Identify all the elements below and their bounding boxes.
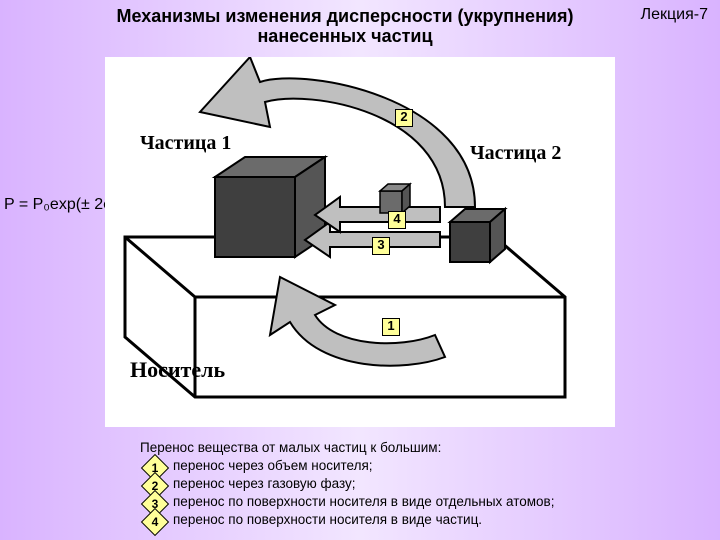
arrow-surface-particles: [315, 184, 440, 232]
callout-4: 4: [388, 211, 406, 229]
legend-item-3: перенос по поверхности носителя в виде о…: [173, 494, 554, 509]
legend-heading: Перенос вещества от малых частиц к больш…: [140, 440, 441, 455]
label-particle-1: Частица 1: [140, 132, 231, 155]
callout-2: 2: [395, 109, 413, 127]
callout-3: 3: [372, 237, 390, 255]
lecture-tag: Лекция-7: [641, 6, 708, 24]
legend-item-4: перенос по поверхности носителя в виде ч…: [173, 512, 482, 527]
slide-title: Механизмы изменения дисперсности (укрупн…: [95, 6, 595, 46]
label-carrier: Носитель: [130, 357, 225, 383]
legend-item-1: перенос через объем носителя;: [173, 458, 373, 473]
label-particle-2: Частица 2: [470, 142, 561, 165]
callout-1: 1: [382, 318, 400, 336]
particle-2-cube: [450, 209, 505, 262]
legend-marker-4: 4: [141, 508, 169, 536]
legend-item-2: перенос через газовую фазу;: [173, 476, 356, 491]
diagram-figure: Частица 1 Частица 2 Носитель: [105, 57, 615, 427]
